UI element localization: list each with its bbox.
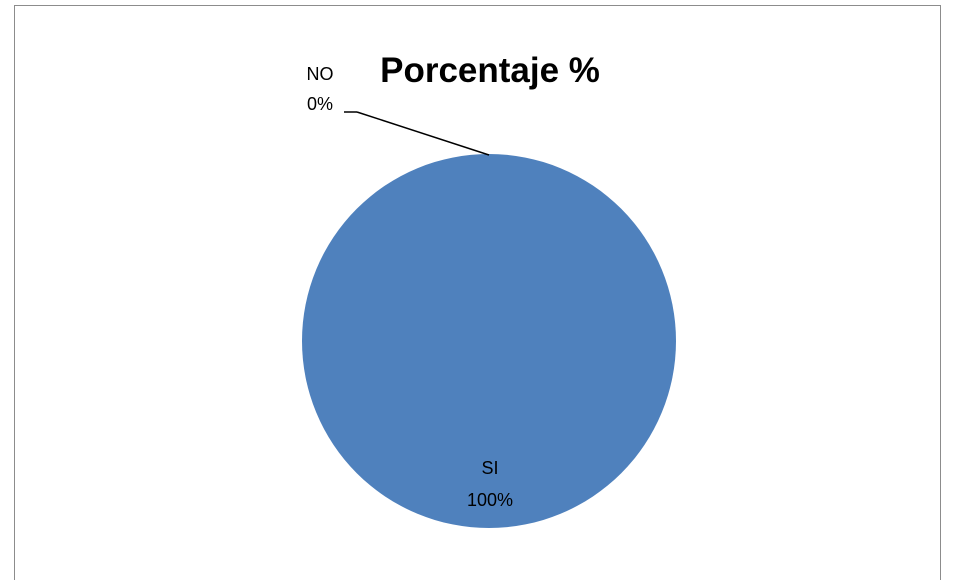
data-label-no-value: 0% [307, 94, 333, 114]
pie-slices [302, 154, 676, 528]
data-label-no: NO 0% [307, 64, 334, 114]
leader-line-no-diagonal [356, 111, 490, 156]
data-label-si-value: 100% [467, 490, 513, 510]
data-label-si-category: SI [481, 458, 498, 478]
data-label-no-category: NO [307, 64, 334, 84]
pie-slice-si [302, 154, 676, 528]
data-label-si: SI 100% [467, 458, 513, 510]
chart-title: Porcentaje % [380, 51, 600, 90]
